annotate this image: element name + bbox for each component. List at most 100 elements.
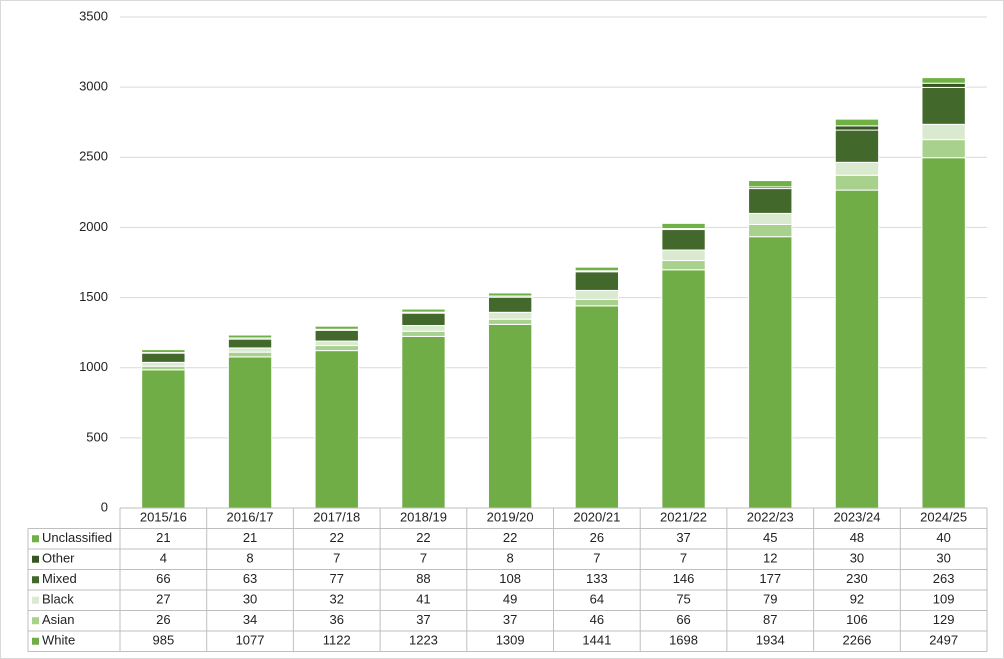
table-cell: 46 xyxy=(590,612,604,627)
bar-segment xyxy=(141,361,186,367)
bar-segment xyxy=(574,305,620,509)
legend-swatch xyxy=(32,555,39,563)
bar-segment xyxy=(921,139,966,159)
bar-segment xyxy=(834,129,880,163)
table-cell: 12 xyxy=(763,551,777,566)
table-cell: 8 xyxy=(246,551,253,566)
bar-segment xyxy=(401,330,446,337)
table-cell: 2266 xyxy=(842,633,871,648)
table-cell: 2497 xyxy=(929,633,958,648)
legend-swatch xyxy=(32,596,39,604)
legend-swatch xyxy=(32,617,39,625)
bar-segment xyxy=(227,356,273,509)
table-cell: 64 xyxy=(590,592,604,607)
bar-segment xyxy=(401,312,446,326)
table-cell: 7 xyxy=(680,551,687,566)
bar-segment xyxy=(834,161,880,176)
table-cell: 985 xyxy=(152,633,174,648)
table-cell: 146 xyxy=(673,571,695,586)
table-cell: 263 xyxy=(933,571,955,586)
bar-segment xyxy=(487,296,533,313)
bar-segment xyxy=(834,125,880,131)
bar-segment xyxy=(314,350,359,509)
x-tick-label: 2020/21 xyxy=(573,510,620,525)
table-cell: 92 xyxy=(850,592,864,607)
bar-segment xyxy=(834,189,880,509)
bar-segment xyxy=(574,266,620,272)
bar-segment xyxy=(748,188,793,214)
legend-swatch xyxy=(32,576,39,584)
bar-segment xyxy=(921,82,966,88)
legend-swatch xyxy=(32,535,39,543)
table-cell: 66 xyxy=(156,571,170,586)
table-cell: 1122 xyxy=(323,633,351,648)
table-cell: 37 xyxy=(416,612,430,627)
table-cell: 22 xyxy=(416,530,430,545)
table-cell: 32 xyxy=(330,592,344,607)
x-tick-label: 2023/24 xyxy=(833,510,880,525)
bar-segment xyxy=(574,271,620,291)
bar-segment xyxy=(141,369,186,509)
bar-segment xyxy=(834,174,880,191)
bar-segment xyxy=(141,349,186,354)
table-cell: 48 xyxy=(850,530,864,545)
y-tick-label: 500 xyxy=(86,429,108,444)
table-cell: 79 xyxy=(763,592,777,607)
table-cell: 1223 xyxy=(409,633,438,648)
x-tick-label: 2021/22 xyxy=(660,510,707,525)
bar-segment xyxy=(314,329,359,342)
bar-segment xyxy=(921,77,966,84)
bar-segment xyxy=(921,157,966,509)
table-cell: 45 xyxy=(763,530,777,545)
bar-segment xyxy=(748,223,793,238)
x-tick-label: 2017/18 xyxy=(313,510,360,525)
table-cell: 34 xyxy=(243,612,257,627)
table-cell: 230 xyxy=(846,571,868,586)
table-cell: 30 xyxy=(850,551,864,566)
bar-segment xyxy=(487,292,533,297)
bar-segment xyxy=(227,338,273,349)
table-cell: 88 xyxy=(416,571,430,586)
bar-segment xyxy=(661,229,706,251)
legend-label: White xyxy=(42,633,75,648)
y-tick-label: 2000 xyxy=(79,219,108,234)
bar-segment xyxy=(227,351,273,358)
table-cell: 4 xyxy=(160,551,167,566)
bar-segment xyxy=(661,222,706,230)
table-cell: 108 xyxy=(499,571,521,586)
bar-segment xyxy=(487,323,533,509)
y-tick-label: 1000 xyxy=(79,359,108,374)
legend-label: Other xyxy=(42,551,75,566)
table-cell: 37 xyxy=(503,612,517,627)
bar-segment xyxy=(314,345,359,352)
table-cell: 22 xyxy=(503,530,517,545)
table-cell: 66 xyxy=(676,612,690,627)
bar-segment xyxy=(661,260,706,271)
bar-segment xyxy=(748,236,793,509)
bar-segment xyxy=(748,180,793,188)
table-cell: 49 xyxy=(503,592,517,607)
bar-segment xyxy=(574,289,620,300)
legend-label: Mixed xyxy=(42,571,77,586)
x-tick-label: 2022/23 xyxy=(747,510,794,525)
table-cell: 30 xyxy=(243,592,257,607)
table-cell: 77 xyxy=(330,571,344,586)
table-cell: 7 xyxy=(593,551,600,566)
table-cell: 133 xyxy=(586,571,608,586)
table-cell: 22 xyxy=(330,530,344,545)
legend-label: Unclassified xyxy=(42,530,112,545)
bar-segment xyxy=(748,212,793,225)
table-cell: 1077 xyxy=(236,633,265,648)
y-tick-label: 1500 xyxy=(79,289,108,304)
bar-segment xyxy=(834,118,880,127)
legend-label: Asian xyxy=(42,612,75,627)
bar-segment xyxy=(574,298,620,307)
bar-segment xyxy=(401,324,446,332)
table-cell: 26 xyxy=(156,612,170,627)
table-cell: 8 xyxy=(507,551,514,566)
table-cell: 87 xyxy=(763,612,777,627)
table-cell: 1441 xyxy=(582,633,611,648)
table-cell: 75 xyxy=(676,592,690,607)
table-cell: 129 xyxy=(933,612,955,627)
bar-segment xyxy=(487,311,533,320)
